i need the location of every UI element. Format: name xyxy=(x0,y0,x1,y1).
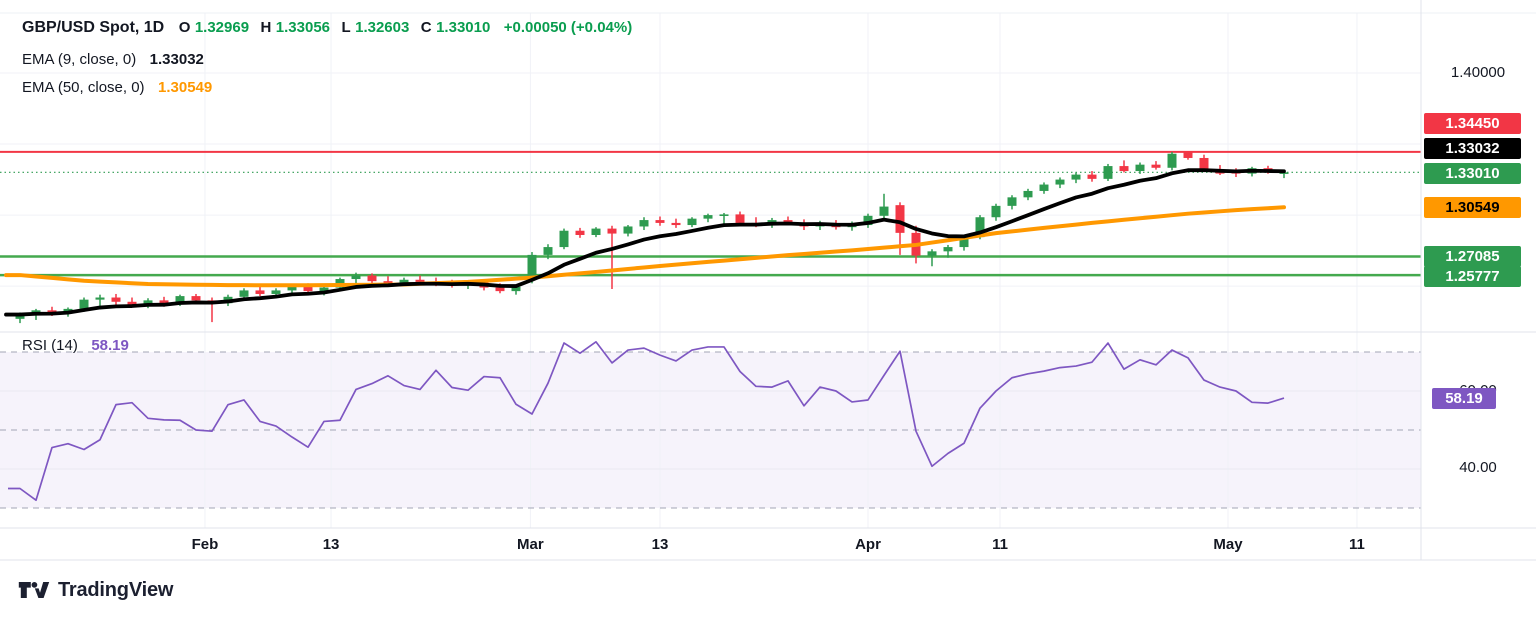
rsi-label: RSI (14) xyxy=(22,337,78,354)
ema9-legend-row[interactable]: EMA (9, close, 0) 1.33032 xyxy=(22,51,204,69)
tradingview-attribution[interactable]: TradingView xyxy=(18,578,173,602)
ema50-value: 1.30549 xyxy=(158,79,213,96)
time-axis-label: Feb xyxy=(191,536,219,553)
tradingview-logo-icon xyxy=(18,582,50,598)
price-level-badge: 1.25777 xyxy=(1424,265,1521,287)
rsi-value: 58.19 xyxy=(91,337,129,354)
price-level-badge: 1.30549 xyxy=(1424,196,1521,218)
ohlc-open-value: 1.32969 xyxy=(194,19,250,36)
ohlc-low-value: 1.32603 xyxy=(355,19,410,36)
ohlc-low-label: L xyxy=(341,19,351,36)
rsi-value-badge: 58.19 xyxy=(1432,387,1496,409)
change-value: +0.00050 (+0.04%) xyxy=(503,19,633,36)
ohlc-high-value: 1.33056 xyxy=(275,19,331,36)
time-axis-label: Apr xyxy=(855,536,881,553)
price-axis-label: 1.40000 xyxy=(1450,63,1506,81)
ema9-label: EMA (9, close, 0) xyxy=(22,51,137,68)
price-level-badge: 1.33032 xyxy=(1424,137,1521,159)
time-axis-label: 13 xyxy=(651,536,669,553)
symbol-legend-row[interactable]: GBP/USD Spot, 1D O 1.32969 H 1.33056 L 1… xyxy=(22,19,632,37)
ohlc-close-value: 1.33010 xyxy=(436,19,491,36)
price-level-badge: 1.33010 xyxy=(1424,162,1521,184)
ema50-label: EMA (50, close, 0) xyxy=(22,79,145,96)
rsi-legend-row[interactable]: RSI (14) 58.19 xyxy=(22,337,129,355)
tradingview-logo-text: TradingView xyxy=(58,578,174,601)
ohlc-high-label: H xyxy=(260,19,272,36)
time-axis-label: Mar xyxy=(517,536,544,553)
time-axis-label: May xyxy=(1213,536,1243,553)
rsi-axis-label: 40.00 xyxy=(1459,458,1497,476)
symbol-title: GBP/USD Spot, 1D xyxy=(22,19,165,36)
price-chart-canvas[interactable] xyxy=(0,0,1536,565)
ohlc-open-label: O xyxy=(178,19,191,36)
ohlc-close-label: C xyxy=(420,19,432,36)
time-axis-label: 11 xyxy=(992,536,1008,553)
price-level-badge: 1.27085 xyxy=(1424,245,1521,267)
ema9-value: 1.33032 xyxy=(149,51,204,68)
time-axis-label: 11 xyxy=(1349,536,1365,553)
time-axis-label: 13 xyxy=(322,536,340,553)
price-level-badge: 1.34450 xyxy=(1424,112,1521,134)
ema50-legend-row[interactable]: EMA (50, close, 0) 1.30549 xyxy=(22,79,212,97)
